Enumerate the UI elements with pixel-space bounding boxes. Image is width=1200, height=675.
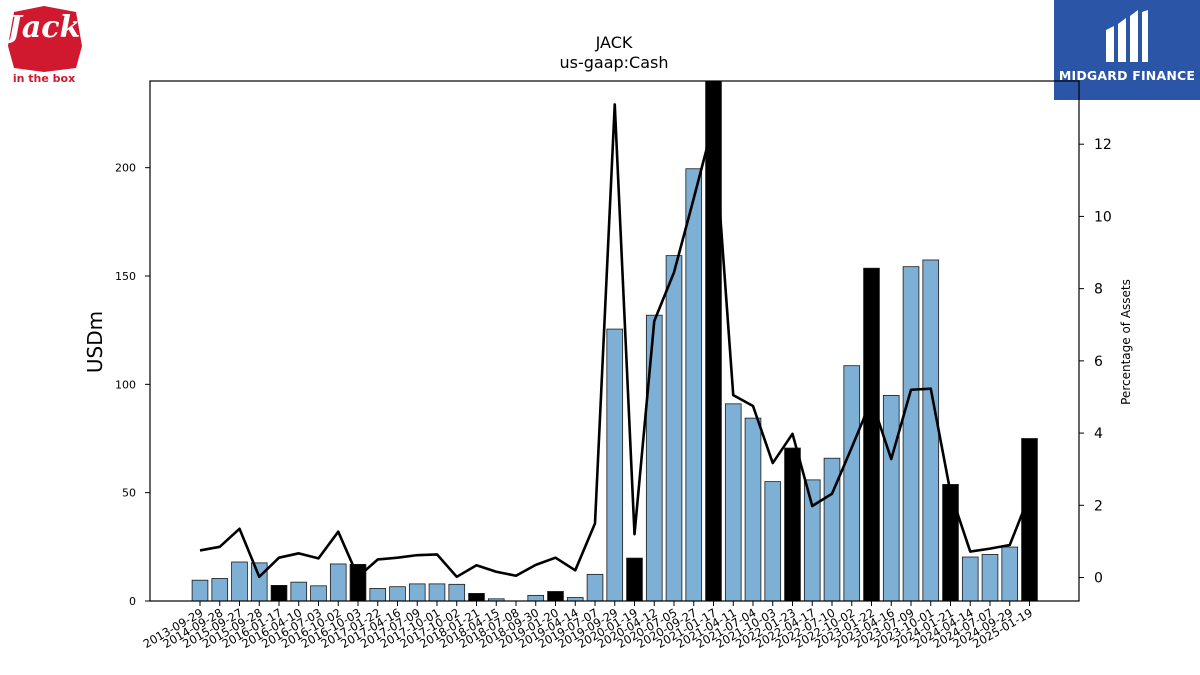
bar xyxy=(369,588,387,602)
bar xyxy=(231,561,248,602)
bar xyxy=(191,579,209,602)
chart-subtitle: us-gaap:Cash xyxy=(559,53,668,72)
logo-brand-text: MIDGARD FINANCE xyxy=(1058,68,1196,83)
y2-tick-label: 12 xyxy=(1094,137,1112,153)
bar xyxy=(902,266,920,602)
bar xyxy=(665,255,683,602)
bar xyxy=(744,417,762,602)
bar xyxy=(1001,546,1019,602)
y-axis-label: USDm xyxy=(83,311,107,373)
y-tick-label: 150 xyxy=(115,270,136,283)
bar xyxy=(211,578,229,602)
bar xyxy=(408,583,426,602)
bar xyxy=(389,586,406,602)
y-tick-label: 50 xyxy=(122,487,136,500)
y2-tick-label: 4 xyxy=(1094,426,1103,442)
bar xyxy=(586,573,604,602)
chart-title: JACK xyxy=(595,33,633,52)
midgard-mark-icon xyxy=(1106,10,1148,62)
bar xyxy=(290,581,308,602)
bar xyxy=(626,557,643,602)
bar xyxy=(882,394,900,602)
bar xyxy=(310,585,327,602)
bar xyxy=(1021,438,1038,602)
bar xyxy=(863,267,880,602)
bar xyxy=(448,583,466,602)
y-tick-label: 100 xyxy=(115,378,136,391)
bar xyxy=(547,591,564,602)
bar xyxy=(705,80,722,602)
bar xyxy=(784,447,801,602)
y-tick-label: 200 xyxy=(115,162,136,175)
bar xyxy=(922,259,940,602)
y2-tick-label: 6 xyxy=(1094,354,1103,370)
logo-sub-text: in the box xyxy=(12,72,76,85)
y2-tick-label: 0 xyxy=(1094,571,1103,587)
line-series xyxy=(199,103,1031,579)
bar xyxy=(961,556,979,602)
jack-in-the-box-logo: Jack in the box xyxy=(6,6,84,88)
y2-axis-label: Percentage of Assets xyxy=(1119,279,1133,405)
bar xyxy=(527,594,545,602)
y-tick-label: 0 xyxy=(129,595,136,608)
logo-badge-icon xyxy=(8,6,82,72)
bar xyxy=(250,562,268,602)
bar xyxy=(764,481,782,602)
bar xyxy=(843,365,861,602)
bar xyxy=(685,168,703,602)
bar xyxy=(329,563,347,602)
y2-tick-label: 8 xyxy=(1094,282,1103,298)
bar xyxy=(724,403,742,602)
y2-tick-label: 10 xyxy=(1094,209,1112,225)
bar xyxy=(468,593,485,602)
bar xyxy=(803,479,821,602)
bar xyxy=(349,563,367,602)
bar xyxy=(942,484,959,602)
bar xyxy=(981,554,999,602)
y2-tick-label: 2 xyxy=(1094,498,1103,514)
bar xyxy=(428,583,446,602)
bar xyxy=(270,585,288,602)
bar xyxy=(606,328,624,602)
bar xyxy=(645,314,663,602)
logo-main-text: Jack xyxy=(7,10,81,45)
midgard-finance-logo: MIDGARD FINANCE xyxy=(1054,0,1200,100)
